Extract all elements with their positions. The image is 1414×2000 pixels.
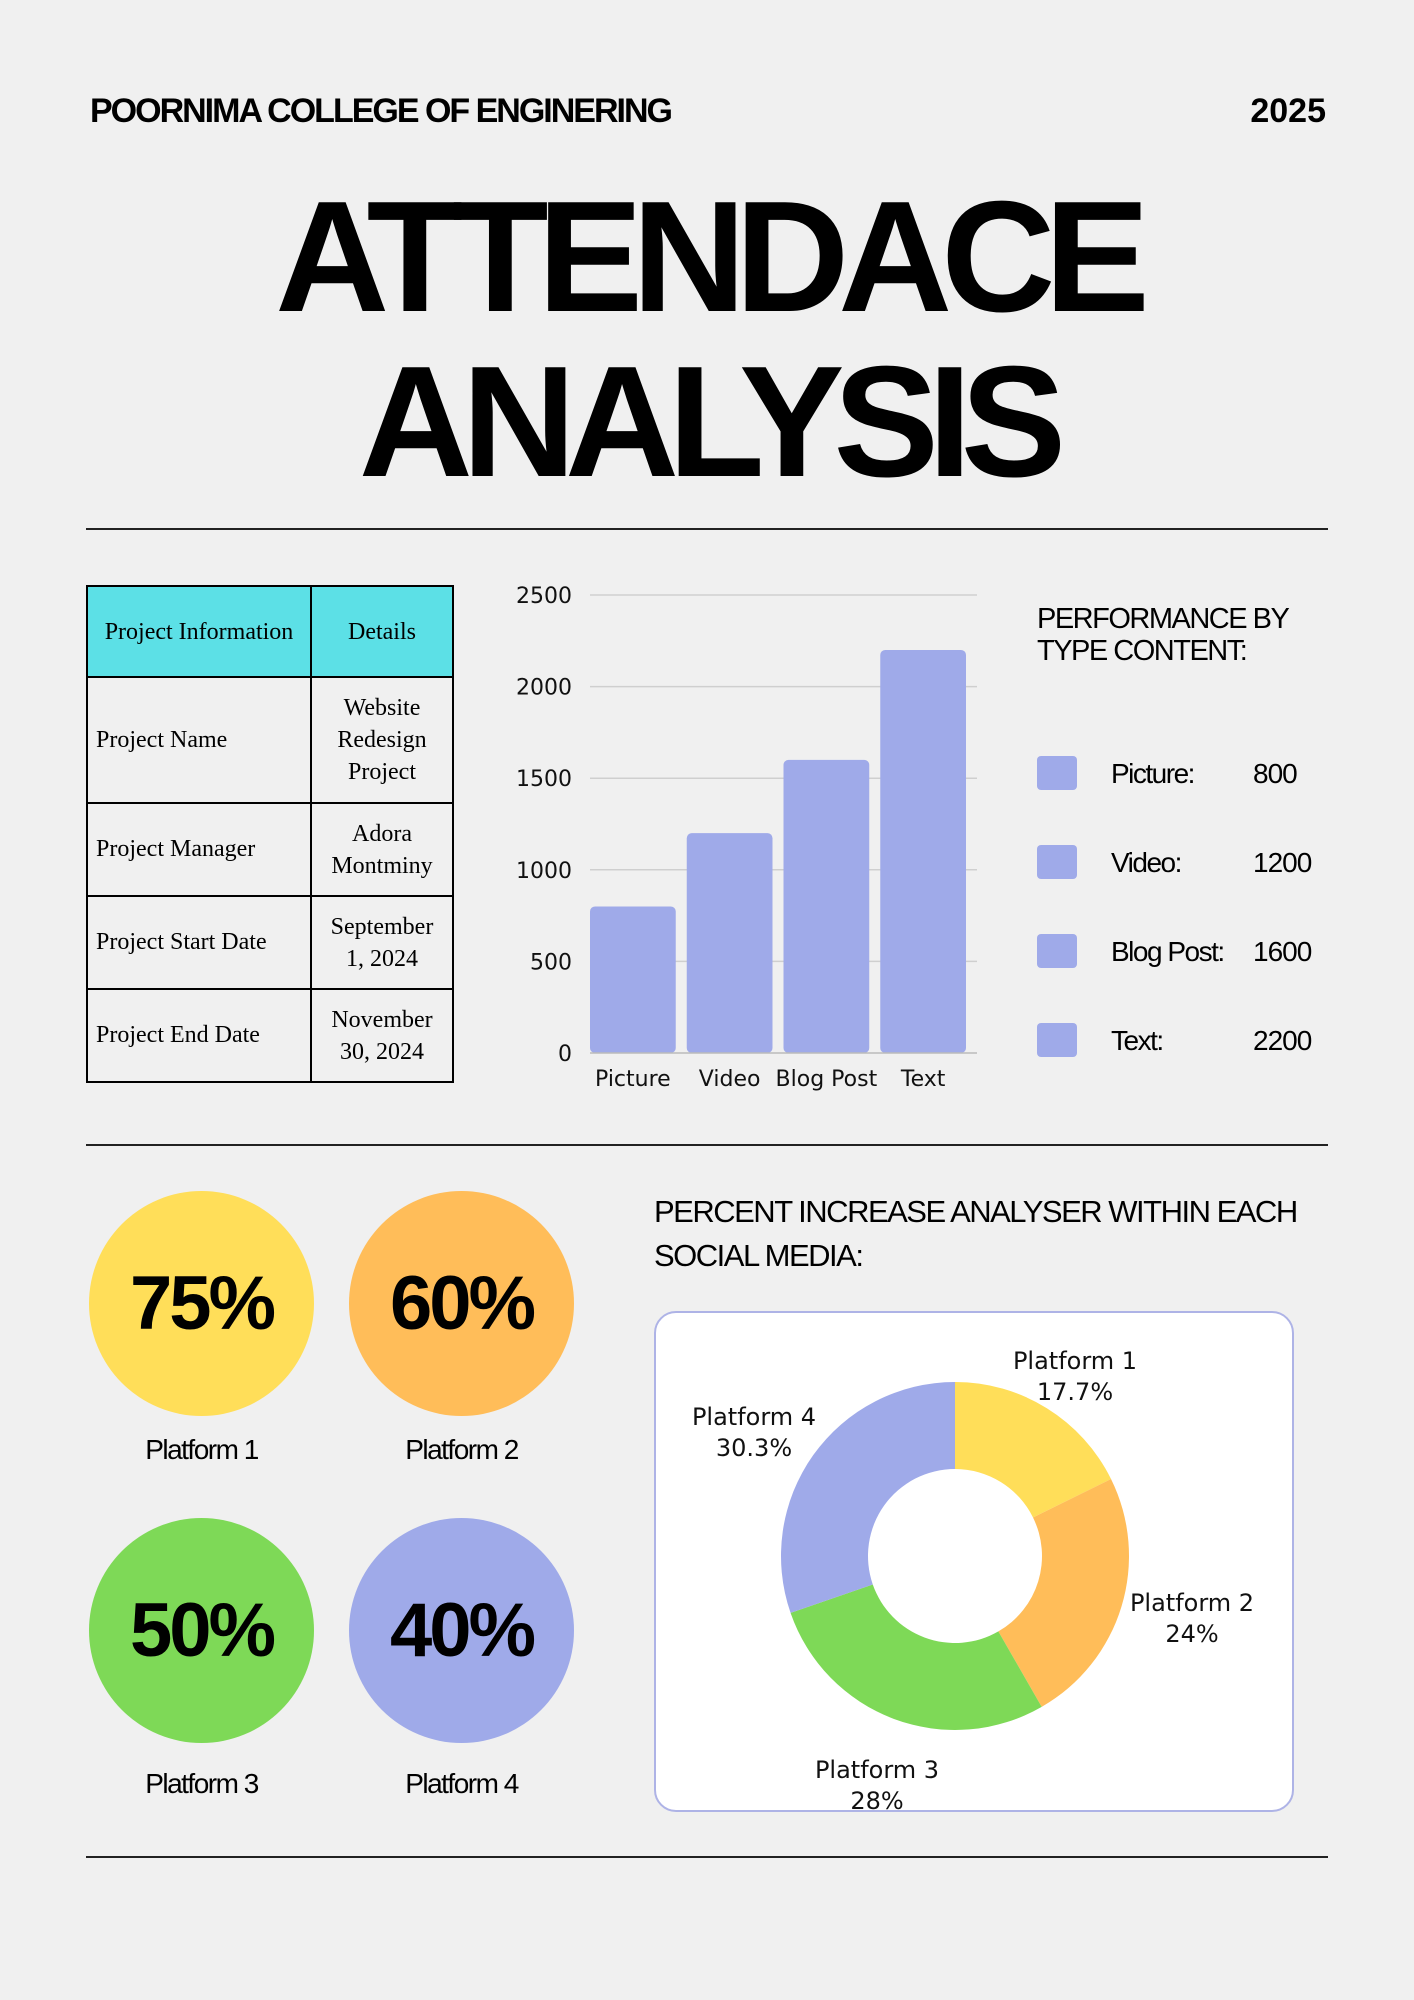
table-cell-value: November 30, 2024 xyxy=(310,988,454,1083)
slice-label: Platform 4 xyxy=(692,1403,816,1431)
legend-value: 2200 xyxy=(1253,1025,1312,1056)
table-cell-key: Project End Date xyxy=(86,988,312,1083)
legend-name: Picture: xyxy=(1111,758,1195,789)
platform-1-label: Platform 1 xyxy=(145,1434,259,1465)
platform-3-circle: 50% xyxy=(89,1518,314,1743)
bar-picture xyxy=(590,906,676,1053)
slice-platform-4 xyxy=(781,1382,955,1613)
legend-swatch xyxy=(1037,756,1077,790)
platform-2-label: Platform 2 xyxy=(405,1434,519,1465)
pie-section-title: PERCENT INCREASE ANALYSER WITHIN EACH SO… xyxy=(654,1194,1298,1273)
slice-percent: 24% xyxy=(1165,1620,1218,1648)
college-name: POORNIMA COLLEGE OF ENGINERING xyxy=(90,92,673,130)
y-tick-label: 2000 xyxy=(516,676,572,701)
platform-4-label: Platform 4 xyxy=(405,1768,519,1799)
x-tick-label: Video xyxy=(699,1067,761,1092)
slice-platform-3 xyxy=(790,1584,1042,1730)
x-tick-label: Blog Post xyxy=(776,1067,878,1092)
y-tick-label: 500 xyxy=(530,950,572,975)
legend-swatch xyxy=(1037,934,1077,968)
table-cell-key: Project Start Date xyxy=(86,895,312,990)
platform-4-circle: 40% xyxy=(349,1518,574,1743)
legend-item-text: Text: 2200 xyxy=(1037,1023,1337,1059)
y-tick-label: 1500 xyxy=(516,767,572,792)
divider-top xyxy=(86,528,1328,530)
slice-percent: 30.3% xyxy=(716,1434,792,1462)
project-info-table: Project Information Details Project Name… xyxy=(86,585,454,1083)
legend-swatch xyxy=(1037,845,1077,879)
legend-value: 1600 xyxy=(1253,936,1312,967)
table-cell-value: Website Redesign Project xyxy=(310,676,454,804)
x-tick-label: Picture xyxy=(595,1067,671,1092)
table-header-info: Project Information xyxy=(86,585,312,678)
table-cell-key: Project Name xyxy=(86,676,312,804)
y-tick-label: 1000 xyxy=(516,859,572,884)
donut-chart: Platform 1 17.7% Platform 2 24% Platform 3 28… xyxy=(692,1347,1254,1815)
table-header-row: Project Information Details xyxy=(86,585,454,678)
table-cell-value: September 1, 2024 xyxy=(310,895,454,990)
bar-chart: 0 500 1000 1500 2000 2500 Picture Video Blog Pos… xyxy=(516,584,977,1092)
divider-middle xyxy=(86,1144,1328,1146)
slice-platform-2 xyxy=(998,1478,1129,1707)
slice-platform-1 xyxy=(955,1382,1112,1518)
title-line-2: ANALYSIS xyxy=(358,334,1066,510)
slice-percent: 17.7% xyxy=(1037,1378,1113,1406)
legend-swatch xyxy=(1037,1023,1077,1057)
year: 2025 xyxy=(1250,92,1326,130)
table-cell-value: Adora Montminy xyxy=(310,802,454,897)
legend-item-picture: Picture: 800 xyxy=(1037,756,1337,792)
platform-2-circle: 60% xyxy=(349,1191,574,1416)
slice-label: Platform 3 xyxy=(815,1756,939,1784)
legend-value: 800 xyxy=(1253,758,1298,789)
legend-name: Blog Post: xyxy=(1111,936,1225,967)
bar-text xyxy=(880,649,966,1053)
y-tick-label: 0 xyxy=(558,1042,572,1067)
table-row: Project Manager Adora Montminy xyxy=(86,802,454,897)
legend-item-video: Video: 1200 xyxy=(1037,845,1337,881)
table-row: Project End Date November 30, 2024 xyxy=(86,988,454,1083)
slice-label: Platform 1 xyxy=(1013,1347,1137,1375)
table-header-details: Details xyxy=(310,585,454,678)
legend-value: 1200 xyxy=(1253,847,1312,878)
performance-title: PERFORMANCE BY TYPE CONTENT: xyxy=(1037,603,1289,667)
bar-blog-post xyxy=(783,759,870,1053)
slice-percent: 28% xyxy=(850,1787,903,1810)
donut-chart-card: Platform 1 17.7% Platform 2 24% Platform 3 28… xyxy=(654,1311,1294,1815)
table-cell-key: Project Manager xyxy=(86,802,312,897)
table-row: Project Name Website Redesign Project xyxy=(86,676,454,804)
y-tick-label: 2500 xyxy=(516,584,572,609)
slice-label: Platform 2 xyxy=(1130,1589,1254,1617)
table-row: Project Start Date September 1, 2024 xyxy=(86,895,454,990)
title-line-1: ATTENDACE xyxy=(275,169,1150,345)
legend-item-blog-post: Blog Post: 1600 xyxy=(1037,934,1337,970)
legend-name: Text: xyxy=(1111,1025,1164,1056)
platform-1-circle: 75% xyxy=(89,1191,314,1416)
bar-video xyxy=(686,833,773,1053)
platform-3-label: Platform 3 xyxy=(145,1768,259,1799)
x-tick-label: Text xyxy=(900,1067,946,1092)
divider-bottom xyxy=(86,1856,1328,1858)
legend-name: Video: xyxy=(1111,847,1182,878)
